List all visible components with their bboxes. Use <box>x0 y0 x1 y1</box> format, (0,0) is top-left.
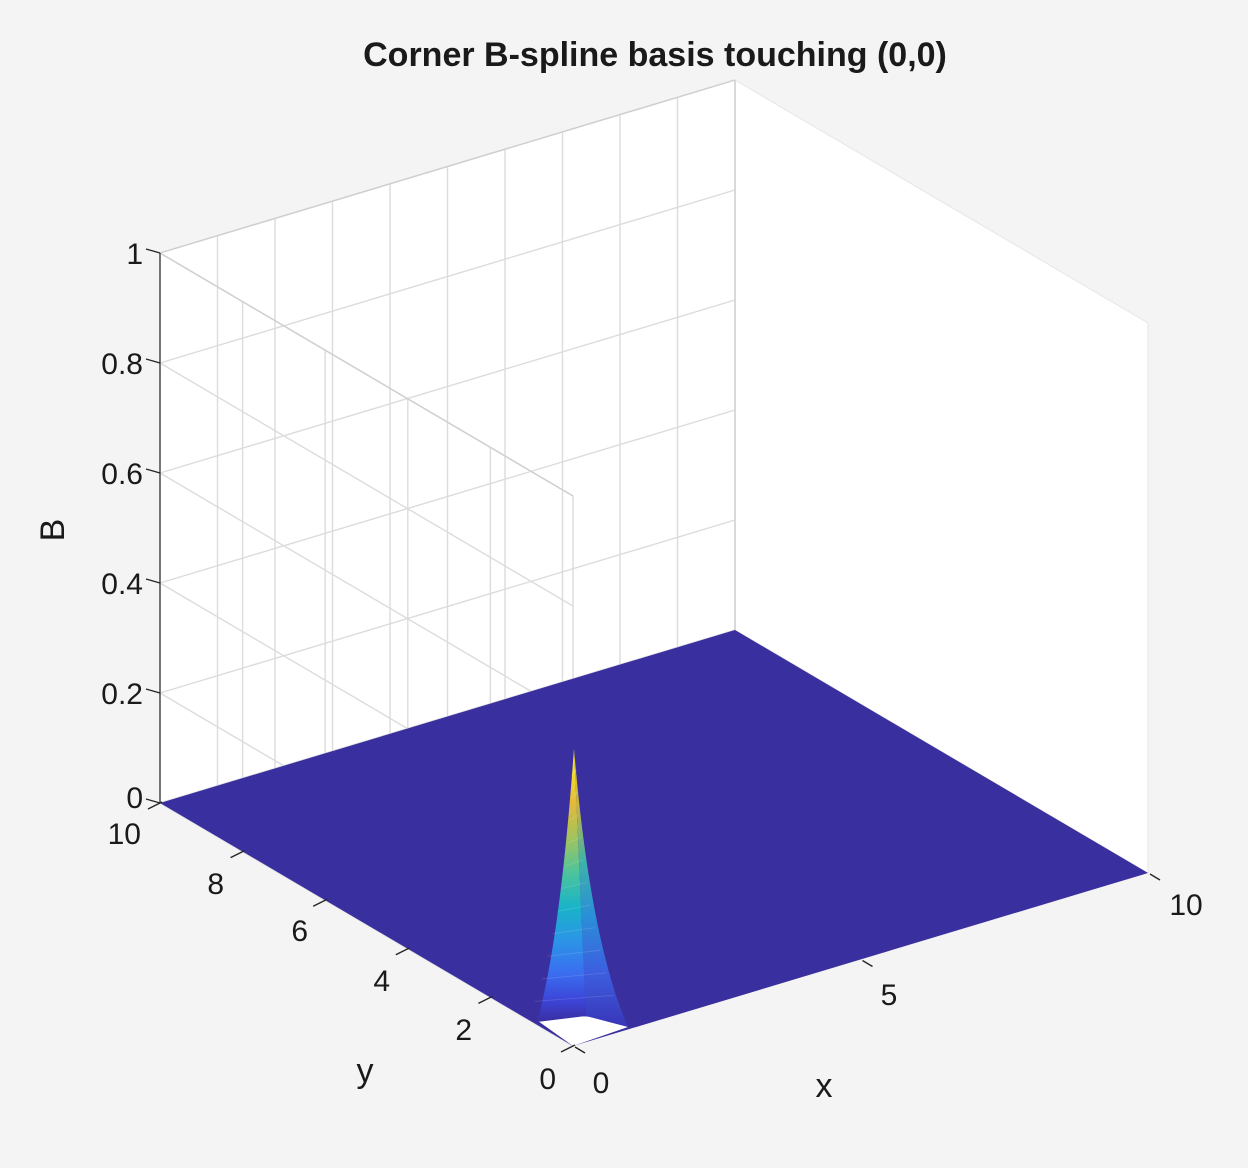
box-edge <box>159 252 574 497</box>
surface-floor <box>160 630 1148 1046</box>
y-tick-label: 2 <box>455 1014 472 1047</box>
peak-facet <box>557 904 591 912</box>
y-tick-label: 10 <box>108 818 141 851</box>
surface-corner-gap <box>538 1015 628 1046</box>
y-tick-label: 0 <box>539 1063 556 1096</box>
chart-title: Corner B-spline basis touching (0,0) <box>363 36 947 74</box>
x-tick-label: 10 <box>1169 889 1202 922</box>
y-tick <box>230 849 245 859</box>
z-tick-label: 0.4 <box>101 568 143 601</box>
x-tick <box>862 959 873 968</box>
z-tick-label: 0 <box>126 782 143 815</box>
x-tick-label: 5 <box>881 979 898 1012</box>
tick-marks <box>145 248 1161 1054</box>
z-tick <box>145 578 161 584</box>
y-tick <box>312 898 328 907</box>
z-tick <box>145 798 161 804</box>
y-tick <box>478 995 493 1005</box>
z-tick <box>145 468 161 474</box>
z-tick <box>145 248 161 254</box>
y-axis-label: y <box>357 1052 374 1090</box>
peak-facet <box>564 859 584 867</box>
z-tick-label: 0.8 <box>101 348 143 381</box>
peak-facet <box>566 836 582 844</box>
peak-facet <box>570 769 578 776</box>
y-tick-label: 6 <box>291 915 308 948</box>
z-axis-label: B <box>34 519 72 542</box>
peak-left-face <box>537 749 586 1022</box>
peak-facet <box>552 927 596 935</box>
x-axis-label: x <box>816 1067 833 1105</box>
surface-peak <box>534 749 628 1046</box>
z-tick-label: 0.2 <box>101 678 143 711</box>
peak-facet <box>534 994 614 1002</box>
peak-right-face <box>574 749 628 1027</box>
box-edge <box>159 79 736 254</box>
y-tick <box>395 947 411 956</box>
z-tick <box>145 688 161 694</box>
z-gridline <box>159 362 574 607</box>
x-tick <box>1149 873 1161 881</box>
peak-facet <box>568 814 580 822</box>
z-tick-label: 0.6 <box>101 458 143 491</box>
peak-facet <box>541 972 607 980</box>
y-tick <box>147 801 163 810</box>
z-tick <box>145 358 161 364</box>
peak-facet <box>569 791 579 799</box>
x-tick <box>574 1046 586 1054</box>
peak-facet <box>561 882 587 889</box>
y-tick-label: 4 <box>373 965 390 998</box>
z-gridline <box>159 472 574 717</box>
y-tick-label: 8 <box>207 868 224 901</box>
y-tick <box>560 1044 576 1053</box>
z-tick-label: 1 <box>126 238 143 271</box>
x-tick-label: 0 <box>593 1067 610 1100</box>
peak-facet <box>547 949 601 957</box>
